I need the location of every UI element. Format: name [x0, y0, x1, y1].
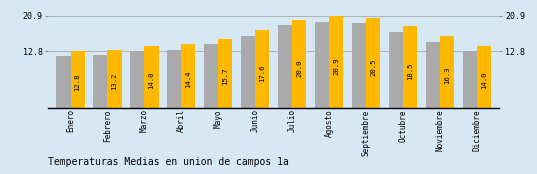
- Bar: [130, 52, 144, 108]
- Bar: [182, 44, 195, 108]
- Bar: [168, 50, 182, 108]
- Bar: [205, 44, 219, 108]
- Text: 16.3: 16.3: [444, 67, 451, 84]
- Bar: [292, 20, 307, 108]
- Bar: [426, 42, 440, 108]
- Text: 18.5: 18.5: [407, 62, 413, 80]
- Text: 15.7: 15.7: [222, 68, 228, 85]
- Bar: [219, 39, 233, 108]
- Bar: [389, 32, 403, 108]
- Text: 20.0: 20.0: [296, 60, 302, 77]
- Text: 14.4: 14.4: [185, 71, 192, 88]
- Text: Temperaturas Medias en union de campos 1a: Temperaturas Medias en union de campos 1…: [48, 157, 289, 167]
- Bar: [278, 25, 292, 108]
- Bar: [56, 56, 70, 108]
- Bar: [329, 16, 343, 108]
- Bar: [463, 52, 477, 108]
- Bar: [144, 46, 158, 108]
- Bar: [477, 46, 491, 108]
- Bar: [241, 37, 256, 108]
- Bar: [352, 23, 366, 108]
- Bar: [403, 26, 417, 108]
- Bar: [366, 18, 380, 108]
- Bar: [70, 52, 84, 108]
- Text: 12.8: 12.8: [75, 74, 81, 91]
- Text: 20.5: 20.5: [371, 58, 376, 76]
- Text: 13.2: 13.2: [112, 73, 118, 90]
- Text: 17.6: 17.6: [259, 64, 265, 82]
- Bar: [256, 30, 270, 108]
- Bar: [93, 55, 107, 108]
- Bar: [315, 22, 329, 108]
- Bar: [440, 36, 454, 108]
- Bar: [107, 50, 121, 108]
- Text: 20.9: 20.9: [333, 58, 339, 75]
- Text: 14.0: 14.0: [149, 71, 155, 89]
- Text: 14.0: 14.0: [481, 71, 487, 89]
